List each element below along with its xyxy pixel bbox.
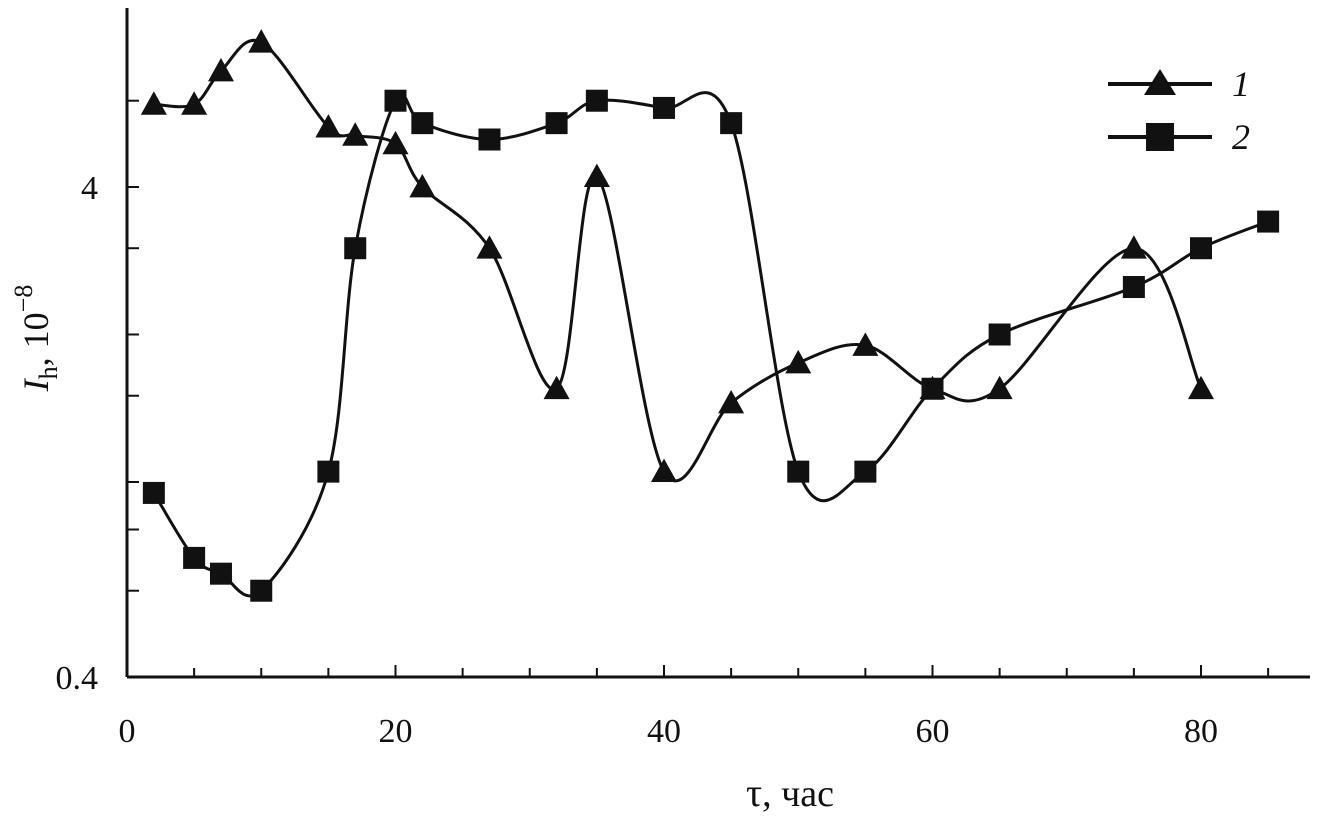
series-2-point-9: [545, 112, 568, 135]
legend-label-2: 2: [1232, 117, 1250, 157]
series-1-point-13: [785, 349, 812, 374]
y-tick-labels: 40.4: [56, 170, 99, 697]
series-2-point-10: [585, 89, 608, 112]
series-2-point-1: [183, 546, 206, 569]
legend-label-1: 1: [1232, 64, 1250, 104]
y-tick-label-4: 4: [81, 170, 98, 207]
series-2-point-12: [720, 112, 743, 135]
series-1-point-16: [986, 375, 1013, 400]
series-1-point-10: [583, 163, 610, 188]
series-1-point-4: [315, 114, 342, 138]
legend: 1 2: [1108, 64, 1250, 157]
y-axis-symbol: I: [16, 377, 56, 392]
x-ticks: [193, 665, 1270, 677]
series-1-point-5: [342, 122, 369, 146]
legend-square-marker: [1146, 123, 1174, 151]
x-tick-label-80: 80: [1184, 713, 1218, 750]
series-1-point-2: [207, 57, 234, 82]
series-2-point-19: [1257, 210, 1280, 233]
series-2-point-4: [317, 460, 340, 483]
series-1-point-11: [651, 458, 677, 483]
y-axis-subscript: h: [34, 366, 63, 379]
series-1-point-9: [543, 375, 570, 400]
series-2-point-2: [209, 562, 232, 585]
series-2-point-15: [921, 377, 944, 400]
y-ticks: [127, 99, 139, 592]
x-tick-labels: 0 20 40 60 80: [119, 713, 1219, 750]
series-2-point-6: [384, 89, 407, 112]
series-1-point-17: [1120, 235, 1147, 259]
x-tick-label-0: 0: [119, 713, 136, 750]
y-axis-exponent: −8: [9, 285, 38, 313]
y-axis-unit: , 10: [16, 312, 56, 366]
x-tick-label-20: 20: [379, 713, 413, 750]
series-2-point-8: [478, 128, 501, 151]
x-axis-title: τ, час: [746, 770, 834, 815]
x-tick-label-40: 40: [647, 713, 681, 750]
legend-triangle-marker: [1144, 69, 1176, 95]
series-2-point-0: [142, 481, 165, 504]
series-2-point-7: [411, 112, 434, 135]
series-2-point-16: [988, 323, 1011, 346]
series-1-point-1: [181, 91, 208, 115]
series-2-point-14: [854, 460, 877, 483]
series-1-point-18: [1188, 375, 1214, 400]
y-tick-label-0.4: 0.4: [56, 660, 99, 697]
series-2-point-5: [344, 237, 367, 260]
series-1-point-6: [382, 130, 409, 155]
series-2-point-11: [653, 96, 675, 119]
series-1-point-14: [852, 332, 879, 356]
series-2-point-13: [787, 460, 810, 483]
legend-entry-1: 1: [1108, 64, 1250, 104]
x-axis-unit: , час: [762, 773, 834, 815]
series-1-point-0: [140, 91, 167, 115]
series-1-point-3: [248, 29, 275, 53]
series-layer: [140, 29, 1280, 602]
series-2: [142, 89, 1280, 602]
series-1-point-8: [476, 235, 503, 259]
series-1: [140, 29, 1214, 483]
series-2-point-3: [250, 579, 273, 602]
x-tick-label-60: 60: [916, 713, 950, 750]
series-1-point-7: [409, 174, 436, 198]
series-1-point-12: [718, 389, 745, 414]
x-axis-symbol: τ: [746, 770, 762, 815]
series-2-point-18: [1190, 237, 1212, 260]
legend-entry-2: 2: [1108, 117, 1250, 157]
series-2-point-17: [1122, 276, 1145, 299]
series-2-line: [152, 91, 1269, 598]
plot-area: 0 20 40 60 80 40.4: [56, 8, 1310, 750]
y-axis-title: Ih, 10−8: [9, 285, 63, 393]
